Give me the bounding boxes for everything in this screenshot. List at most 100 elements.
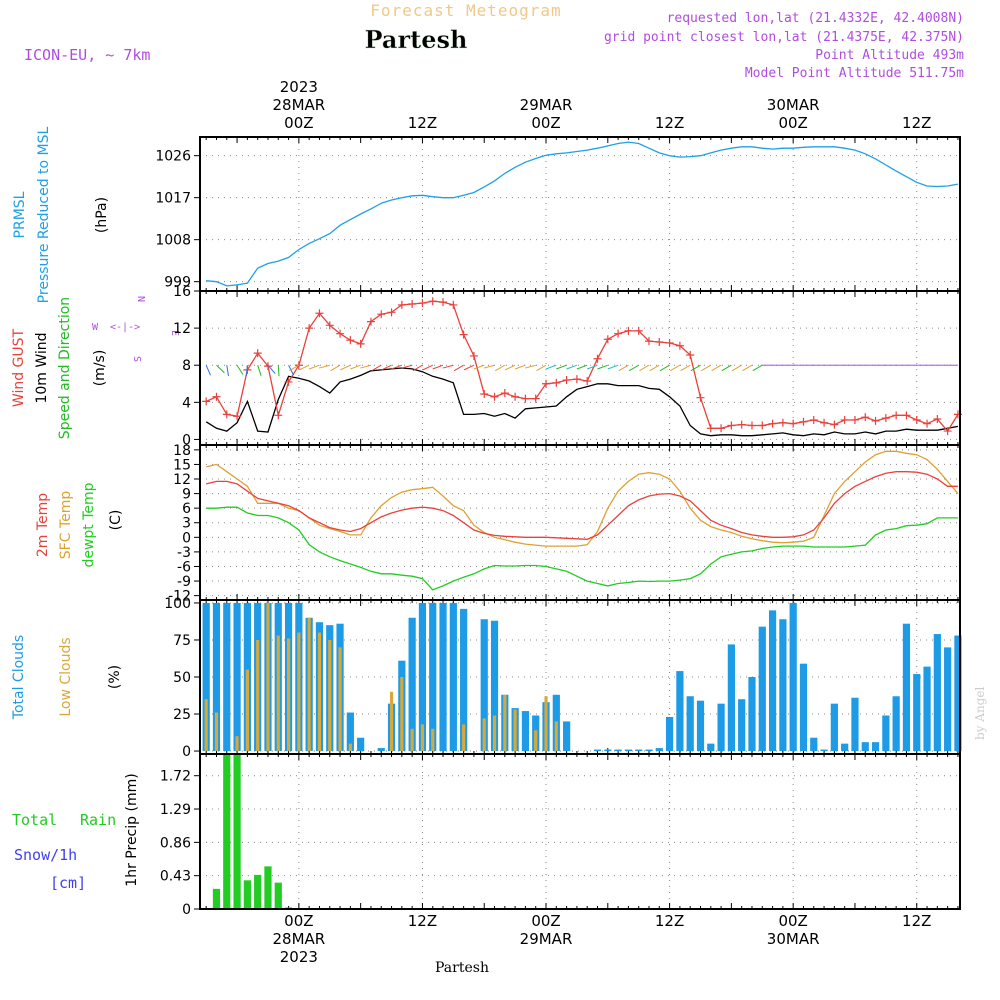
- total-cloud-bar: [923, 666, 931, 752]
- total-cloud-bar: [779, 619, 787, 752]
- gust-marker: [665, 338, 674, 347]
- wind-direction-arrow: [607, 364, 619, 370]
- low-cloud-bar: [410, 728, 414, 752]
- gust-marker: [912, 415, 921, 424]
- low-cloud-bar: [266, 602, 270, 752]
- total-cloud-bar: [233, 602, 241, 752]
- time-label: 2023: [280, 78, 318, 96]
- gust-marker: [727, 421, 736, 430]
- wind-direction-arrow: [576, 364, 588, 370]
- gust-marker: [593, 354, 602, 363]
- temp-dewpt-label: dewpt Temp: [81, 482, 97, 567]
- gust-marker: [387, 308, 396, 317]
- wind-direction-arrow: [401, 364, 413, 369]
- low-cloud-bar: [286, 638, 291, 752]
- gust-marker: [778, 418, 787, 427]
- y-tick-label: 0.43: [160, 869, 191, 885]
- low-cloud-bar: [276, 635, 280, 752]
- low-cloud-bar: [482, 718, 486, 752]
- panel-1: 0 4 8 12 16: [173, 284, 962, 448]
- wind-direction-arrow: [566, 364, 578, 370]
- total-cloud-bar: [563, 721, 571, 752]
- gust-marker: [397, 300, 406, 309]
- total-cloud-bar: [871, 742, 880, 752]
- time-label: 00Z: [284, 912, 313, 930]
- gust-marker: [881, 414, 890, 423]
- panel-4: 0 0.43 0.86 1.29 1.72: [160, 754, 960, 918]
- time-label: 12Z: [655, 114, 684, 132]
- gust-marker: [758, 421, 767, 430]
- total-cloud-bar: [449, 602, 457, 752]
- y-tick-label: -6: [177, 559, 191, 575]
- low-cloud-bar: [389, 691, 394, 752]
- rain-bar: [243, 880, 251, 909]
- panel-frame: [199, 753, 961, 910]
- gust-marker: [263, 362, 272, 371]
- dewpt-line: [206, 506, 958, 591]
- wind-direction-label: Speed and Direction: [57, 297, 73, 439]
- wind-direction-arrow: [473, 364, 485, 370]
- low-cloud-bar: [400, 677, 404, 752]
- gust-marker: [531, 394, 540, 403]
- requested-coords: requested lon,lat (21.4332E, 42.4008N): [667, 11, 964, 26]
- time-label: 29MAR: [520, 930, 573, 948]
- gust-marker: [336, 329, 345, 338]
- y-tick-label: 8: [182, 358, 191, 374]
- time-label: 28MAR: [273, 96, 326, 114]
- pressure-panel-labels: PRMSL Pressure Reduced to MSL (hPa): [12, 126, 110, 303]
- gust-marker: [737, 420, 746, 429]
- time-label: 00Z: [284, 114, 313, 132]
- total-label: Total: [12, 811, 57, 829]
- total-cloud-bar: [861, 742, 869, 752]
- total-cloud-bar: [892, 696, 900, 752]
- wind-direction-arrow: [483, 364, 495, 369]
- time-label: 12Z: [902, 114, 931, 132]
- precip-panel-labels: Total Rain Snow/1h [cm] 1hr Precip (mm): [12, 773, 140, 892]
- gust-marker: [428, 297, 437, 306]
- low-cloud-bar: [214, 712, 219, 752]
- y-tick-label: -3: [177, 545, 191, 561]
- total-cloud-bar: [738, 699, 746, 752]
- wind-direction-arrow: [649, 364, 660, 372]
- total-cloud-bar: [614, 749, 622, 752]
- clouds-panel-labels: Total Clouds Low Clouds (%): [11, 635, 123, 720]
- gust-marker: [305, 324, 314, 333]
- gust-marker: [315, 309, 324, 318]
- pressure-line: [206, 141, 959, 287]
- gust-marker: [696, 393, 705, 402]
- wind-direction-arrow: [690, 364, 701, 372]
- low-cloud-bar: [245, 669, 249, 752]
- total-cloud-bar: [202, 602, 210, 752]
- y-tick-label: 0: [182, 530, 191, 546]
- wind-direction-arrow: [319, 364, 330, 369]
- gust-marker: [346, 336, 355, 345]
- wind-direction-arrow: [711, 364, 722, 372]
- gust-marker: [459, 330, 468, 339]
- gust-marker: [469, 351, 478, 360]
- gust-marker: [521, 394, 530, 403]
- wind-direction-arrow: [236, 364, 244, 375]
- y-tick-label: 1.72: [160, 769, 191, 785]
- total-cloud-bar: [676, 671, 684, 752]
- location-title: Partesh: [365, 25, 468, 54]
- total-cloud-bar: [635, 749, 643, 752]
- pressure-unit: (hPa): [94, 197, 110, 233]
- wind-direction-arrow: [205, 365, 211, 376]
- temp-panel-labels: 2m Temp SFC Temp dewpt Temp (C): [35, 482, 124, 567]
- temp-sfc-label: SFC Temp: [58, 491, 74, 560]
- gust-marker: [500, 389, 509, 398]
- total-cloud-bar: [624, 749, 633, 752]
- y-tick-label: 75: [173, 633, 191, 649]
- gust-marker: [274, 411, 283, 420]
- low-cloud-bar: [492, 715, 497, 752]
- gust-marker: [603, 335, 612, 344]
- total-cloud-bar: [707, 743, 715, 752]
- gust-marker: [675, 341, 684, 350]
- y-tick-label: 100: [164, 596, 191, 612]
- snow-unit-label: [cm]: [50, 874, 86, 892]
- time-label: 00Z: [778, 114, 807, 132]
- low-cloud-bar: [297, 632, 301, 752]
- wind-direction-arrow: [721, 364, 732, 372]
- total-cloud-bar: [851, 697, 859, 752]
